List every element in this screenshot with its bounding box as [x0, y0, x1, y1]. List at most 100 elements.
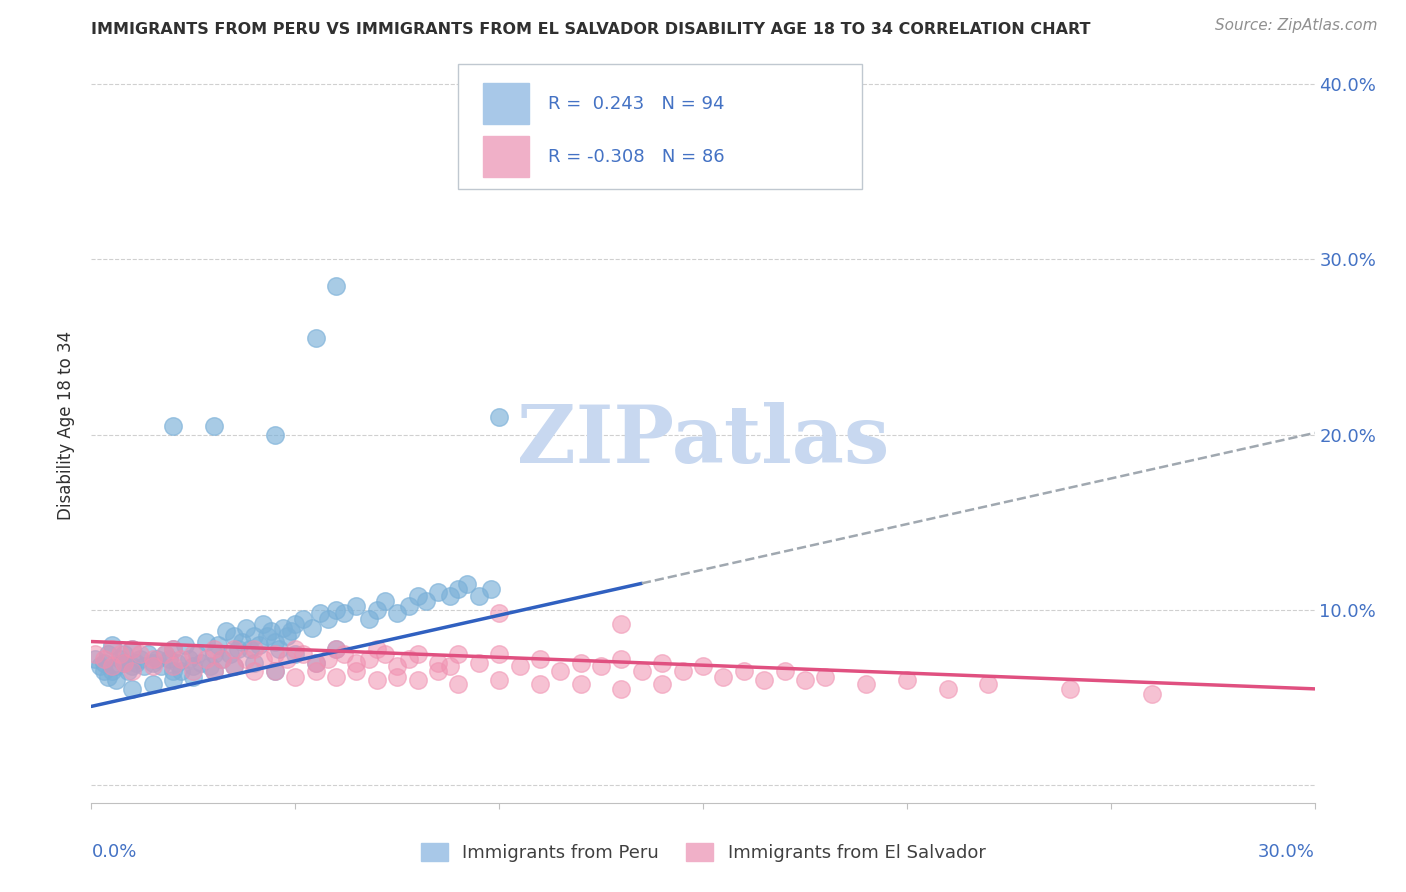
Point: [276, 652, 298, 666]
Point: [304, 656, 326, 670]
Point: [672, 665, 695, 679]
Point: [84, 652, 107, 666]
Point: [226, 641, 249, 656]
Point: [194, 652, 217, 666]
Point: [284, 641, 307, 656]
Point: [479, 582, 502, 596]
Text: R = -0.308   N = 86: R = -0.308 N = 86: [548, 148, 724, 166]
Point: [264, 665, 287, 679]
Point: [427, 585, 450, 599]
Point: [166, 656, 188, 670]
Point: [711, 670, 734, 684]
Text: 0.0%: 0.0%: [91, 843, 136, 861]
Point: [104, 659, 127, 673]
Point: [529, 676, 551, 690]
Point: [194, 634, 217, 648]
Point: [202, 665, 225, 679]
Text: Source: ZipAtlas.com: Source: ZipAtlas.com: [1215, 18, 1378, 33]
Point: [385, 670, 409, 684]
FancyBboxPatch shape: [458, 64, 862, 188]
Point: [162, 419, 184, 434]
Y-axis label: Disability Age 18 to 34: Disability Age 18 to 34: [58, 331, 76, 521]
Bar: [482, 136, 529, 178]
Point: [385, 607, 409, 621]
Point: [550, 665, 572, 679]
Point: [215, 624, 238, 638]
Point: [243, 656, 266, 670]
Point: [651, 676, 673, 690]
Point: [1140, 687, 1163, 701]
Point: [488, 673, 510, 687]
Point: [112, 656, 135, 670]
Point: [202, 647, 225, 661]
Point: [84, 647, 107, 661]
Text: IMMIGRANTS FROM PERU VS IMMIGRANTS FROM EL SALVADOR DISABILITY AGE 18 TO 34 CORR: IMMIGRANTS FROM PERU VS IMMIGRANTS FROM …: [91, 22, 1091, 37]
Point: [183, 659, 205, 673]
Point: [276, 629, 298, 643]
Point: [301, 620, 323, 634]
Text: 30.0%: 30.0%: [1258, 843, 1315, 861]
Point: [385, 659, 409, 673]
Point: [141, 656, 163, 670]
Point: [631, 665, 654, 679]
Point: [316, 612, 339, 626]
Point: [439, 659, 461, 673]
Point: [346, 665, 368, 679]
Point: [243, 665, 266, 679]
Point: [366, 603, 388, 617]
Point: [346, 599, 368, 614]
Point: [247, 638, 270, 652]
Point: [129, 652, 152, 666]
Point: [101, 638, 124, 652]
Point: [304, 331, 326, 345]
Point: [93, 652, 115, 666]
Point: [121, 641, 143, 656]
Point: [162, 673, 184, 687]
Point: [112, 656, 135, 670]
Point: [101, 659, 124, 673]
Point: [284, 670, 307, 684]
Point: [121, 641, 143, 656]
Point: [121, 659, 143, 673]
Point: [366, 673, 388, 687]
Point: [346, 656, 368, 670]
Point: [93, 665, 115, 679]
Point: [174, 638, 197, 652]
Point: [333, 607, 356, 621]
Point: [134, 659, 156, 673]
Point: [374, 594, 396, 608]
Point: [256, 629, 278, 643]
Point: [292, 612, 315, 626]
Point: [427, 656, 450, 670]
Point: [304, 656, 326, 670]
Point: [162, 665, 184, 679]
Bar: [482, 83, 529, 125]
Point: [141, 659, 163, 673]
Point: [121, 665, 143, 679]
Point: [692, 659, 714, 673]
Point: [284, 647, 307, 661]
Point: [252, 617, 274, 632]
Point: [415, 594, 437, 608]
Point: [183, 647, 205, 661]
Point: [456, 576, 478, 591]
Point: [179, 652, 201, 666]
Point: [447, 647, 470, 661]
Point: [333, 647, 356, 661]
Point: [170, 665, 193, 679]
Point: [153, 647, 176, 661]
Point: [733, 665, 755, 679]
Point: [569, 656, 592, 670]
Point: [243, 641, 266, 656]
Point: [569, 676, 592, 690]
Point: [610, 681, 633, 696]
Point: [610, 617, 633, 632]
Point: [591, 659, 613, 673]
Point: [207, 638, 229, 652]
Point: [145, 652, 167, 666]
Point: [121, 681, 143, 696]
Point: [129, 647, 152, 661]
Point: [112, 647, 135, 661]
Point: [264, 427, 287, 442]
Point: [202, 665, 225, 679]
